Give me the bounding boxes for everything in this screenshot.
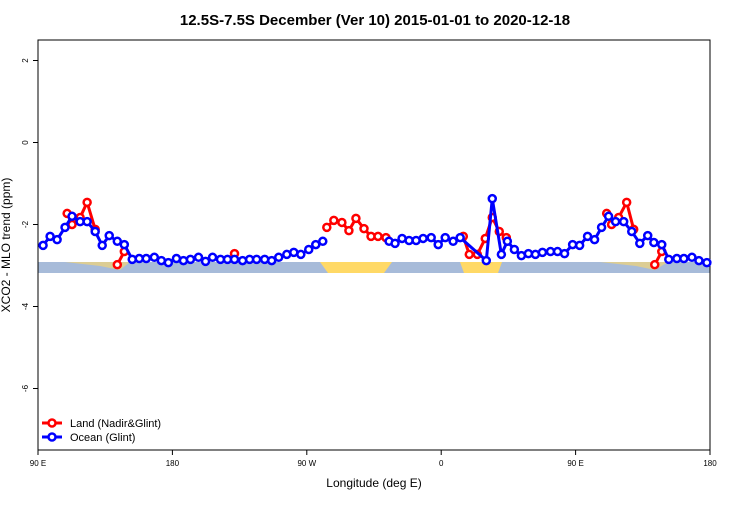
x-tick-label: 0: [439, 459, 444, 468]
data-point: [303, 244, 314, 255]
data-point: [537, 247, 548, 258]
data-point: [141, 253, 152, 264]
x-tick-label: 90 E: [30, 459, 46, 468]
data-point: [359, 223, 369, 234]
data-point: [649, 259, 660, 270]
data-point: [657, 239, 667, 250]
data-point: [229, 254, 240, 265]
x-tick-label: 90 W: [297, 459, 316, 468]
data-point: [45, 231, 55, 242]
data-point: [351, 213, 361, 224]
data-point: [455, 232, 465, 243]
data-point: [603, 211, 614, 222]
land-patch: [460, 262, 502, 273]
data-point: [687, 252, 697, 263]
legend-marker: [47, 418, 57, 428]
y-tick-label: 0: [21, 140, 30, 145]
data-point: [418, 233, 428, 244]
data-point: [440, 232, 450, 243]
legend-marker: [47, 432, 57, 442]
data-point: [149, 252, 160, 263]
data-point: [642, 230, 653, 241]
data-point: [679, 253, 689, 264]
x-tick-label: 180: [703, 459, 717, 468]
data-point: [82, 197, 92, 208]
data-point: [67, 211, 77, 222]
data-point: [266, 255, 277, 266]
data-point: [390, 238, 400, 249]
data-point: [193, 252, 204, 263]
data-point: [38, 240, 48, 251]
y-tick-label: -2: [21, 220, 30, 228]
data-point: [112, 236, 123, 247]
data-point: [481, 255, 492, 266]
data-point: [296, 249, 306, 260]
y-tick-label: -6: [21, 384, 30, 392]
y-tick-label: 2: [21, 58, 30, 63]
data-point: [273, 252, 284, 263]
data-point: [502, 236, 513, 247]
legend-label: Land (Nadir&Glint): [70, 418, 161, 430]
data-point: [702, 257, 712, 268]
legend-label: Ocean (Glint): [70, 432, 135, 444]
data-point: [426, 232, 436, 243]
data-point: [112, 259, 123, 270]
data-point: [373, 231, 383, 242]
data-point: [509, 244, 520, 255]
y-tick-label: -4: [21, 302, 30, 310]
x-axis-label: Longitude (deg E): [326, 476, 421, 490]
data-point: [433, 239, 443, 250]
data-point: [82, 216, 92, 227]
data-point: [618, 216, 629, 227]
data-point: [626, 226, 637, 237]
data-point: [487, 193, 498, 204]
data-point: [90, 226, 100, 237]
data-point: [60, 222, 70, 233]
data-point: [104, 230, 114, 241]
data-point: [337, 217, 347, 228]
data-point: [559, 248, 570, 259]
land-patch: [320, 262, 392, 273]
chart-title: 12.5S-7.5S December (Ver 10) 2015-01-01 …: [180, 12, 570, 29]
data-point: [344, 225, 354, 236]
data-point: [596, 222, 607, 233]
data-point: [119, 239, 130, 250]
data-point: [311, 239, 321, 250]
data-point: [574, 240, 585, 251]
data-point: [185, 254, 196, 265]
data-point: [329, 215, 339, 226]
data-point: [621, 197, 632, 208]
data-point: [251, 254, 262, 265]
data-point: [664, 254, 674, 265]
data-point: [322, 222, 332, 233]
data-point: [52, 234, 62, 245]
data-point: [589, 234, 600, 245]
data-point: [610, 216, 621, 227]
x-tick-label: 180: [166, 459, 180, 468]
data-point: [163, 257, 174, 268]
data-point: [318, 236, 328, 247]
data-point: [448, 236, 458, 247]
y-axis-label: XCO2 - MLO trend (ppm): [0, 178, 13, 313]
x-tick-label: 90 E: [567, 459, 583, 468]
data-point: [635, 238, 645, 249]
data-point: [97, 240, 107, 251]
data-point: [207, 252, 218, 263]
data-point: [464, 249, 475, 260]
data-point: [694, 255, 704, 266]
data-point: [582, 231, 593, 242]
data-point: [200, 256, 211, 267]
series-line: [41, 198, 708, 265]
data-point: [649, 237, 659, 248]
plot-frame: [37, 39, 711, 451]
data-point: [496, 249, 507, 260]
